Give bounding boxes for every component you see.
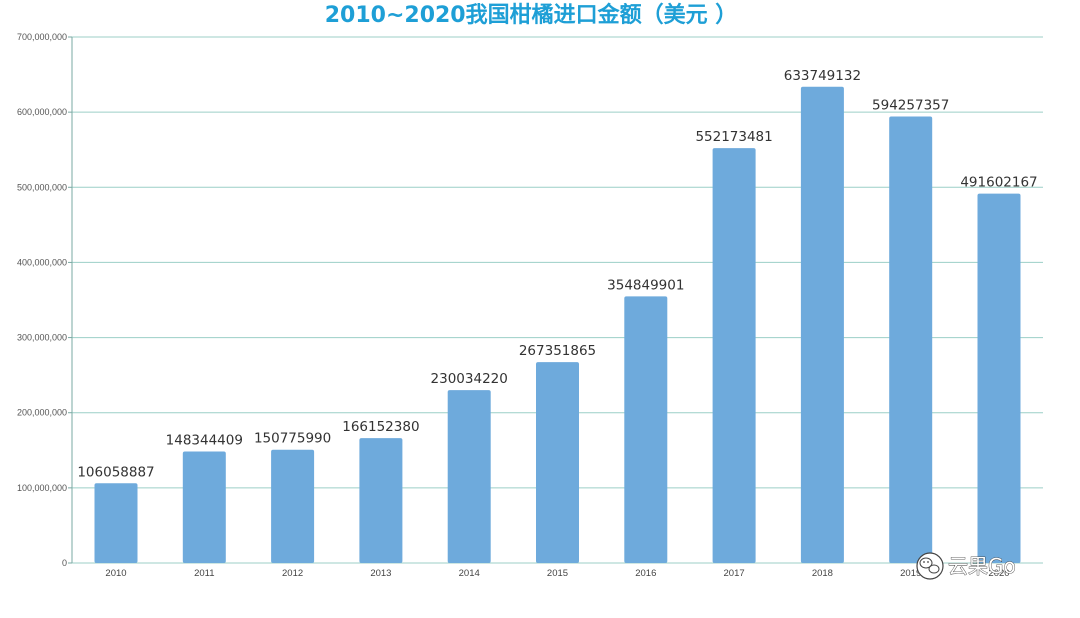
x-tick-label-2010: 2010 (105, 568, 126, 579)
x-tick-label-2020: 2020 (988, 568, 1009, 579)
watermark-text: 云果Go (948, 554, 1016, 578)
x-axis-ticks: 2010 2011 2012 2013 2014 2015 2016 2017 2018 2019… (105, 568, 1009, 579)
y-tick-label: 200,000,000 (17, 408, 67, 418)
bar-2011 (182, 451, 226, 563)
data-label-2016: 354849901 (607, 277, 684, 293)
y-tick-label: 700,000,000 (17, 32, 67, 42)
x-tick-label-2011: 2011 (194, 568, 214, 579)
data-label-2015: 267351865 (519, 343, 596, 359)
x-tick-label-2012: 2012 (282, 568, 303, 579)
data-label-2010: 106058887 (77, 464, 154, 480)
bar-2010 (94, 483, 138, 563)
data-label-2013: 166152380 (342, 419, 419, 435)
y-tick-label: 0 (62, 558, 67, 568)
y-tick-label: 100,000,000 (17, 483, 67, 493)
watermark: 云果Go (916, 552, 1016, 580)
bar-2016 (624, 296, 668, 563)
data-label-2017: 552173481 (695, 129, 772, 145)
bars (94, 86, 1021, 564)
x-tick-label-2014: 2014 (459, 568, 480, 579)
y-tick-label: 300,000,000 (17, 333, 67, 343)
x-tick-label-2018: 2018 (812, 568, 833, 579)
wechat-icon (916, 552, 944, 580)
data-label-2018: 633749132 (784, 68, 861, 84)
x-tick-label-2019: 2019 (900, 568, 921, 579)
bar-2013 (359, 438, 403, 563)
x-tick-label-2016: 2016 (635, 568, 656, 579)
data-label-2011: 148344409 (166, 433, 243, 449)
y-tick-label: 600,000,000 (17, 107, 67, 117)
bar-2020 (977, 193, 1021, 564)
x-tick-label-2013: 2013 (370, 568, 391, 579)
bar-2018 (800, 86, 844, 563)
bar-2012 (271, 449, 315, 563)
bar-2019 (889, 116, 933, 564)
bar-2014 (447, 390, 491, 563)
y-tick-label: 400,000,000 (17, 257, 67, 267)
x-tick-label-2017: 2017 (724, 568, 745, 579)
data-label-2020: 491602167 (960, 175, 1037, 191)
data-label-2019: 594257357 (872, 97, 949, 113)
bar-2015 (536, 362, 579, 563)
y-tick-label: 500,000,000 (17, 182, 67, 192)
chart-title: 2010~2020我国柑橘进口金额（美元 ） (325, 2, 738, 28)
x-tick-label-2015: 2015 (547, 568, 568, 579)
data-label-2012: 150775990 (254, 431, 331, 447)
data-label-2014: 230034220 (431, 371, 508, 387)
y-axis-ticks: 0 100,000,000 200,000,000 300,000,000 400,00… (17, 32, 72, 568)
data-labels: 106058887 148344409 150775990 166152380 2300… (77, 68, 1037, 481)
bar-2017 (712, 148, 756, 564)
